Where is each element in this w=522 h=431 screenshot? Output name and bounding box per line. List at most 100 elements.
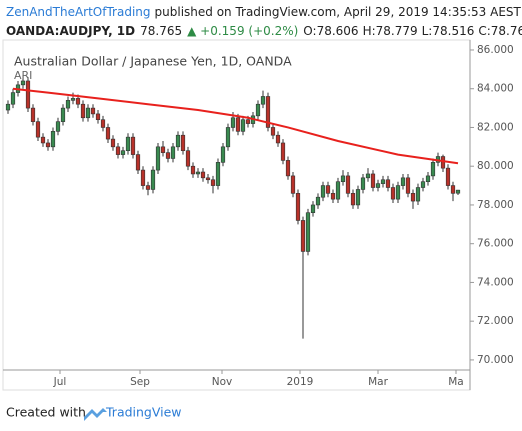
candle-body bbox=[105, 127, 111, 140]
y-tick-label: 78.000 bbox=[477, 199, 514, 211]
candle-body bbox=[245, 119, 251, 124]
candle-body bbox=[445, 167, 451, 186]
candle-body bbox=[185, 150, 191, 167]
candle-body bbox=[405, 177, 411, 194]
candle-body bbox=[360, 177, 366, 190]
candle-body bbox=[300, 220, 306, 252]
candle-body bbox=[115, 146, 121, 155]
chart-subtitle: ARI bbox=[14, 69, 32, 82]
y-tick-label: 80.000 bbox=[477, 160, 514, 172]
candle-body bbox=[230, 117, 236, 128]
candle-body bbox=[140, 169, 146, 186]
candle-body bbox=[265, 96, 271, 128]
candle-body bbox=[420, 181, 426, 188]
published: published on TradingView.com, April 29, … bbox=[155, 5, 522, 19]
candle-body bbox=[30, 107, 36, 122]
candle-body bbox=[205, 177, 211, 181]
candle-body bbox=[190, 165, 196, 175]
candle-body bbox=[305, 212, 311, 252]
candle-body bbox=[130, 136, 136, 155]
candle-body bbox=[410, 193, 416, 202]
ohlc-open: O:78.606 bbox=[303, 24, 358, 38]
candle-body bbox=[195, 171, 201, 175]
candle-body bbox=[10, 92, 16, 105]
candle-body bbox=[350, 193, 356, 206]
header-line: ZenAndTheArtOfTrading published on Tradin… bbox=[6, 5, 522, 19]
candle-body bbox=[375, 183, 381, 188]
y-tick-label: 72.000 bbox=[477, 315, 514, 327]
candle-body bbox=[430, 162, 436, 177]
y-tick-label: 82.000 bbox=[477, 121, 514, 133]
chart-title: Australian Dollar / Japanese Yen, 1D, OA… bbox=[14, 54, 292, 69]
candle-body bbox=[45, 142, 51, 148]
candle-body bbox=[155, 146, 161, 171]
candle-body bbox=[125, 136, 131, 152]
candle-body bbox=[320, 185, 326, 198]
x-tick-label: 2019 bbox=[287, 376, 314, 388]
candle-body bbox=[255, 103, 261, 117]
candle-body bbox=[310, 204, 316, 213]
author-link[interactable]: ZenAndTheArtOfTrading bbox=[6, 5, 151, 19]
symbol: OANDA:AUDJPY, 1D bbox=[6, 24, 135, 38]
candle-body bbox=[20, 80, 26, 86]
candle-body bbox=[175, 134, 181, 148]
logo bbox=[84, 408, 107, 421]
footer-text: Created with bbox=[6, 405, 86, 420]
ohlc-close: C:78.765 bbox=[478, 24, 522, 38]
candle-body bbox=[275, 134, 281, 144]
candle-body bbox=[450, 185, 456, 194]
candle-body bbox=[280, 142, 286, 161]
y-tick-label: 76.000 bbox=[477, 238, 514, 250]
candle-body bbox=[225, 127, 231, 148]
candle-body bbox=[180, 134, 186, 152]
candle-body bbox=[455, 189, 461, 194]
x-tick-label: Nov bbox=[212, 376, 233, 388]
y-tick-label: 70.000 bbox=[477, 354, 514, 366]
x-tick-label: Sep bbox=[130, 376, 150, 388]
candle-body bbox=[385, 179, 391, 188]
candle-body bbox=[160, 146, 166, 153]
candle-body bbox=[70, 98, 76, 101]
candle-body bbox=[345, 175, 351, 194]
x-tick-label: Mar bbox=[368, 376, 388, 388]
candle-body bbox=[80, 103, 86, 119]
candle-body bbox=[240, 119, 246, 132]
candle-body bbox=[295, 193, 301, 221]
chart-frame bbox=[2, 39, 471, 391]
candle-body bbox=[425, 175, 431, 183]
candle-body bbox=[85, 107, 91, 119]
candle-body bbox=[325, 185, 331, 194]
candle-body bbox=[50, 131, 56, 148]
candle-body bbox=[25, 80, 31, 109]
candle-body bbox=[370, 173, 376, 188]
candle-body bbox=[35, 121, 41, 138]
candle-body bbox=[330, 193, 336, 200]
plot: 70.000 72.000 74.000 76.000 78.000 80.000 82.0… bbox=[5, 44, 514, 388]
moving-average bbox=[12, 87, 459, 165]
candle-body bbox=[60, 107, 66, 122]
candle-body bbox=[285, 160, 291, 177]
y-tick-label: 84.000 bbox=[477, 83, 514, 95]
y-tick-label: 86.000 bbox=[477, 44, 514, 56]
candle-body bbox=[335, 181, 341, 200]
candle-body bbox=[120, 150, 126, 155]
x-tick-label: Jul bbox=[53, 376, 67, 388]
candle-body bbox=[150, 169, 156, 190]
footer-brand[interactable]: TradingView bbox=[105, 405, 182, 420]
change: ▲ +0.159 (+0.2%) bbox=[187, 24, 298, 38]
candle-body bbox=[110, 138, 116, 148]
candle-body bbox=[220, 146, 226, 163]
candle-body bbox=[75, 98, 81, 105]
candle-body bbox=[40, 136, 46, 144]
candle-body bbox=[290, 175, 296, 194]
candle-body bbox=[415, 187, 421, 202]
candle-body bbox=[315, 196, 321, 206]
candle-body bbox=[200, 171, 206, 179]
candle-body bbox=[270, 127, 276, 136]
candle-body bbox=[390, 187, 396, 200]
candle-body bbox=[145, 185, 151, 190]
candle-body bbox=[380, 179, 386, 184]
candle-body bbox=[340, 175, 346, 183]
ohlc-low: L:78.516 bbox=[422, 24, 475, 38]
